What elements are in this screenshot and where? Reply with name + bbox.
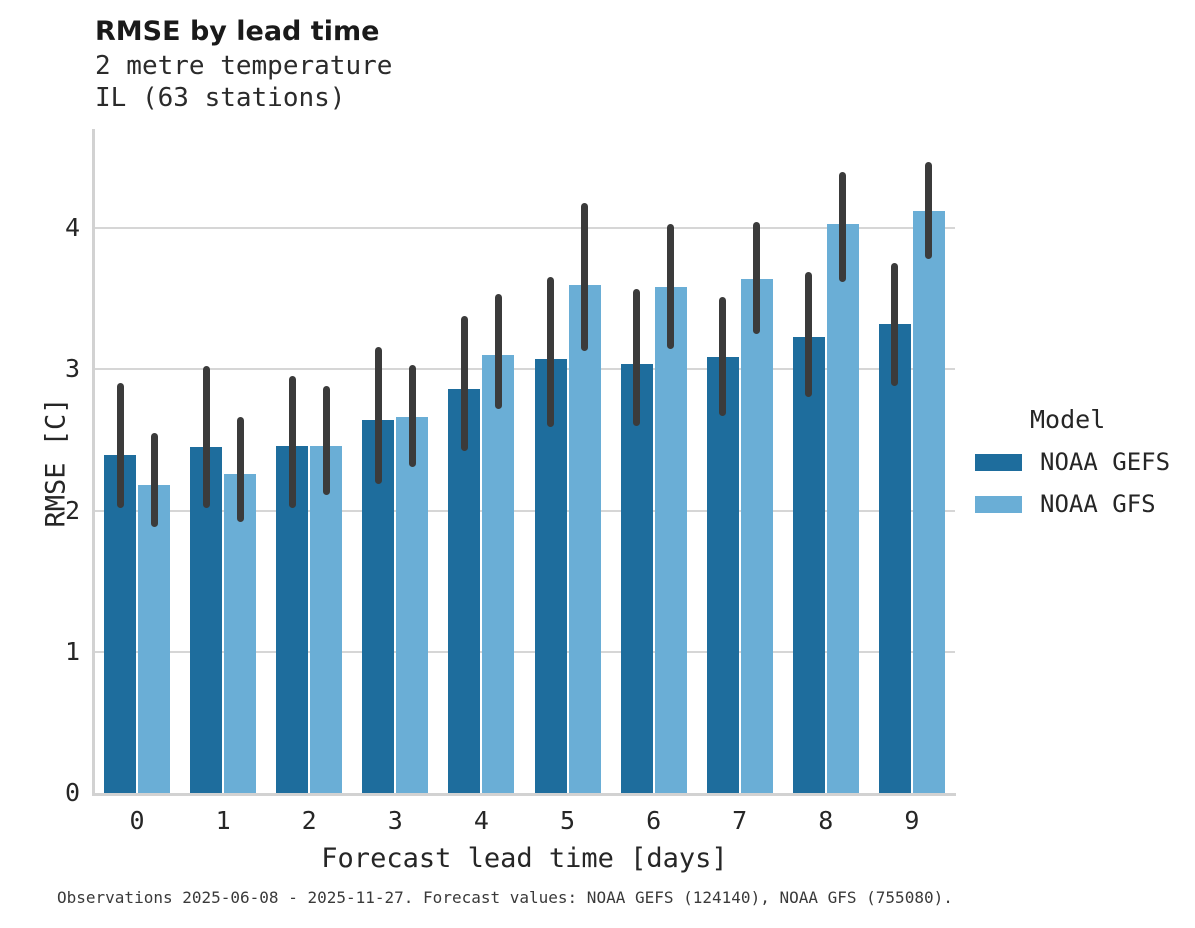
error-bar-noaa-gefs-lead0 [116, 383, 124, 508]
bar-noaa-gfs-lead2 [310, 445, 343, 793]
x-tick-label-5: 5 [559, 806, 576, 835]
error-bar-noaa-gefs-lead1 [202, 366, 210, 508]
y-tick-label-2: 2 [64, 495, 80, 525]
bar-noaa-gfs-lead4 [482, 355, 515, 793]
y-tick-label-1: 1 [64, 636, 80, 666]
x-tick-label-8: 8 [818, 806, 834, 835]
x-axis-line [92, 793, 956, 796]
error-bar-noaa-gefs-lead9 [891, 263, 899, 387]
bar-noaa-gefs-lead6 [620, 363, 653, 793]
x-tick-label-0: 0 [129, 806, 145, 835]
gridline-y2 [94, 509, 955, 512]
gridline-y4 [94, 227, 955, 229]
error-bar-noaa-gefs-lead3 [374, 346, 382, 484]
legend-swatch-noaa-gfs-icon [975, 495, 1022, 513]
legend: Model NOAA GEFS NOAA GFS [975, 405, 1190, 532]
chart-subtitle: 2 metre temperature IL (63 stations) [95, 50, 392, 114]
error-bar-noaa-gfs-lead7 [753, 222, 761, 334]
bar-noaa-gfs-lead5 [568, 284, 601, 793]
legend-item-noaa-gfs: NOAA GFS [975, 490, 1190, 518]
bar-noaa-gfs-lead8 [826, 223, 859, 793]
y-axis-line [92, 129, 95, 796]
x-tick-label-7: 7 [732, 806, 748, 835]
bar-noaa-gfs-lead1 [224, 473, 257, 793]
legend-swatch-noaa-gefs-icon [975, 453, 1022, 471]
x-axis-label: Forecast lead time [days] [321, 843, 728, 874]
legend-title: Model [1030, 405, 1106, 434]
subtitle-variable: 2 metre temperature [95, 51, 393, 81]
error-bar-noaa-gefs-lead7 [719, 297, 727, 416]
gridline-y3 [94, 368, 955, 371]
bar-noaa-gefs-lead4 [448, 389, 481, 793]
error-bar-noaa-gfs-lead4 [494, 294, 502, 409]
legend-item-noaa-gefs: NOAA GEFS [975, 448, 1190, 476]
x-tick-label-4: 4 [473, 806, 489, 835]
bar-noaa-gfs-lead6 [654, 287, 687, 793]
bar-noaa-gfs-lead3 [396, 417, 429, 793]
error-bar-noaa-gefs-lead8 [805, 271, 813, 398]
error-bar-noaa-gefs-lead2 [288, 376, 296, 508]
y-tick-label-0: 0 [64, 778, 80, 807]
bar-noaa-gfs-lead7 [740, 278, 773, 793]
gridline-y1 [94, 650, 955, 653]
x-tick-label-1: 1 [215, 806, 231, 835]
plot-area [92, 129, 956, 796]
error-bar-noaa-gfs-lead2 [322, 386, 330, 495]
error-bar-noaa-gfs-lead6 [667, 223, 675, 350]
error-bar-noaa-gfs-lead3 [408, 365, 416, 467]
error-bar-noaa-gfs-lead9 [925, 161, 933, 260]
error-bar-noaa-gefs-lead4 [460, 315, 468, 452]
bar-noaa-gfs-lead9 [912, 211, 945, 793]
error-bar-noaa-gfs-lead1 [236, 417, 244, 522]
error-bar-noaa-gfs-lead8 [839, 171, 847, 282]
x-tick-label-6: 6 [646, 806, 662, 835]
bar-noaa-gefs-lead0 [104, 455, 136, 793]
error-bar-noaa-gefs-lead6 [633, 288, 641, 426]
chart-title: RMSE by lead time [95, 16, 380, 47]
y-tick-label-3: 3 [64, 354, 80, 384]
error-bar-noaa-gefs-lead5 [547, 277, 554, 428]
bar-noaa-gefs-lead5 [534, 359, 567, 793]
bar-noaa-gefs-lead7 [706, 356, 739, 793]
x-tick-label-9: 9 [904, 806, 920, 835]
error-bar-noaa-gfs-lead0 [150, 432, 158, 528]
x-tick-label-3: 3 [387, 806, 403, 835]
x-tick-label-2: 2 [301, 806, 317, 835]
error-bar-noaa-gfs-lead5 [581, 202, 588, 351]
subtitle-region: IL (63 stations) [95, 83, 346, 113]
legend-label-noaa-gfs: NOAA GFS [1040, 490, 1156, 518]
footnote: Observations 2025-06-08 - 2025-11-27. Fo… [57, 888, 953, 907]
y-tick-label-4: 4 [64, 213, 80, 242]
bar-noaa-gefs-lead9 [878, 324, 911, 793]
bar-noaa-gfs-lead0 [138, 485, 170, 793]
legend-label-noaa-gefs: NOAA GEFS [1040, 448, 1171, 476]
bar-noaa-gefs-lead8 [792, 336, 825, 793]
y-axis-label: RMSE [C] [40, 397, 72, 528]
